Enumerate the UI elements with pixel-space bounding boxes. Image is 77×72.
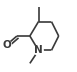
Circle shape <box>34 46 43 55</box>
Text: O: O <box>2 40 11 50</box>
Text: N: N <box>34 45 43 55</box>
Circle shape <box>2 41 11 50</box>
